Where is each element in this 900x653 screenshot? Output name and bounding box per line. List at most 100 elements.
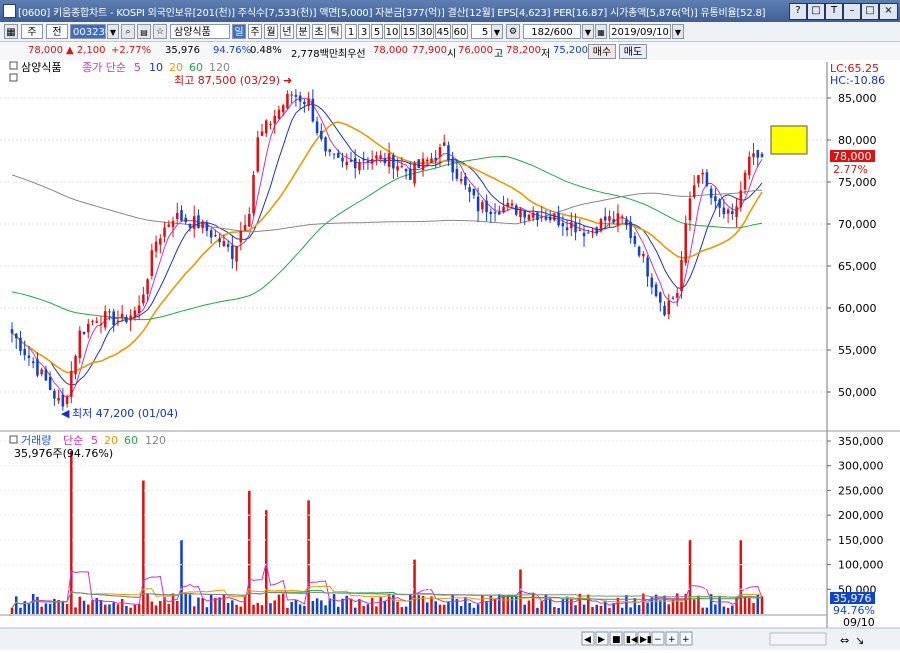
volume-bar [502, 595, 505, 614]
star-icon[interactable]: ☆ [153, 24, 167, 39]
volume-bars-group [10, 450, 764, 614]
scroll-right-button[interactable]: ▶ [598, 635, 605, 645]
volume-bar [714, 604, 717, 614]
count-dropdown-icon[interactable]: ▼ [582, 24, 594, 39]
tab-second[interactable]: 초 [312, 24, 326, 39]
interval-60[interactable]: 60 [452, 24, 468, 39]
date-field[interactable]: 2019/09/10 [609, 24, 671, 39]
search-icon[interactable]: ⌕ [121, 24, 135, 39]
candle [697, 175, 700, 184]
interval-1[interactable]: 1 [345, 24, 357, 39]
volume-bar [243, 595, 247, 614]
help-button[interactable]: ? [789, 3, 807, 20]
date-dropdown-icon[interactable]: ▼ [672, 24, 684, 39]
fit-button[interactable]: ⇔ [840, 634, 849, 647]
volume-bar [332, 594, 336, 614]
tab-daily[interactable]: 일 [232, 24, 246, 39]
tab-yearly[interactable]: 년 [280, 24, 294, 39]
volume-bar [53, 598, 56, 614]
buy-button[interactable]: 매수 [588, 44, 616, 59]
maximize-button[interactable]: □ [861, 3, 879, 20]
count-field[interactable]: 182/600 [523, 24, 581, 39]
calendar-icon[interactable]: ▦ [595, 24, 607, 39]
volume-bar [366, 604, 370, 614]
scroll-left-button[interactable]: ◀ [584, 635, 591, 645]
zoom-in-button-frame[interactable] [665, 631, 679, 646]
add-button-frame[interactable] [679, 631, 693, 646]
stock-code-input[interactable]: 003230 [70, 24, 111, 39]
volume-bar [709, 594, 713, 614]
first-button-frame[interactable] [623, 631, 637, 646]
volume-bar [599, 605, 603, 614]
minimize-button[interactable]: – [843, 3, 861, 20]
candle [675, 293, 679, 298]
chart-menu-icon[interactable]: ▦ [4, 24, 18, 39]
volume-bar [671, 599, 675, 614]
interval-30[interactable]: 30 [418, 24, 434, 39]
restore-icon-button[interactable]: □ [807, 3, 825, 20]
tab-weekly[interactable]: 주 [248, 24, 262, 39]
candle [44, 369, 48, 381]
yellow-marker-box[interactable] [770, 125, 808, 155]
candle [256, 137, 260, 172]
candle [760, 153, 764, 157]
history-icon[interactable]: ▤ [137, 24, 151, 39]
interval-15[interactable]: 15 [401, 24, 417, 39]
pin-button[interactable]: T [825, 3, 843, 20]
volume-bar [167, 604, 171, 614]
candle [654, 284, 658, 296]
stock-chart[interactable]: 85,000 80,000 75,000 70,000 65,000 60,000 55,0… [0, 60, 900, 650]
interval-10[interactable]: 10 [384, 24, 400, 39]
candle [748, 156, 751, 176]
zoom-in-button[interactable]: + [668, 635, 676, 645]
candle [502, 206, 505, 213]
last-button[interactable]: ▶▮ [640, 635, 652, 645]
code-dropdown-icon[interactable]: ▼ [107, 24, 119, 39]
candle [337, 152, 340, 158]
scroll-left-button-frame[interactable] [581, 631, 595, 646]
interval-5[interactable]: 5 [371, 24, 383, 39]
settings-icon[interactable]: ⚙ [506, 24, 520, 39]
tab-tick[interactable]: 틱 [328, 24, 342, 39]
tab-minute[interactable]: 분 [296, 24, 310, 39]
volume-bar [99, 600, 103, 614]
add-button[interactable]: + [682, 635, 690, 645]
close-button[interactable]: × [879, 3, 898, 20]
candle [281, 105, 285, 113]
volume-bar [459, 605, 463, 614]
type-select[interactable]: 주 [21, 24, 43, 39]
sell-button[interactable]: 매도 [619, 44, 647, 59]
chart-area[interactable]: 85,000 80,000 75,000 70,000 65,000 60,000 55,0… [0, 60, 900, 650]
last-button-frame[interactable] [637, 631, 651, 646]
zoom-out-button-frame[interactable] [651, 631, 665, 646]
volume-bar [392, 595, 395, 614]
scroll-right-button-frame[interactable] [595, 631, 609, 646]
tab-monthly[interactable]: 월 [264, 24, 278, 39]
market-select[interactable]: 전 [46, 24, 68, 39]
cursor-button[interactable]: ↘ [855, 634, 864, 647]
stop-button-frame[interactable] [609, 631, 623, 646]
interval-3[interactable]: 3 [358, 24, 370, 39]
scroll-track[interactable] [769, 632, 827, 646]
volume-bar [103, 604, 107, 614]
zoom-out-button[interactable]: − [654, 635, 662, 645]
candle [239, 231, 243, 243]
candle [430, 158, 433, 163]
candle [201, 221, 204, 229]
candle [320, 130, 323, 140]
candle [625, 219, 628, 226]
interval-45[interactable]: 45 [435, 24, 451, 39]
price-tick-label: 80,000 [838, 134, 877, 147]
volume-ma20-line [11, 585, 763, 609]
volume-bar [413, 559, 416, 614]
candle [197, 215, 200, 228]
first-button[interactable]: ▮◀ [626, 635, 638, 645]
candle [315, 121, 319, 133]
interval-dropdown-icon[interactable]: ▼ [491, 24, 503, 39]
volume-bar [36, 596, 39, 614]
stop-button[interactable]: ■ [612, 635, 621, 645]
candle [192, 216, 196, 229]
quote-best-label: 최우선 [338, 49, 366, 60]
price-tick-label: 55,000 [838, 344, 877, 357]
volume-bar [171, 593, 175, 614]
